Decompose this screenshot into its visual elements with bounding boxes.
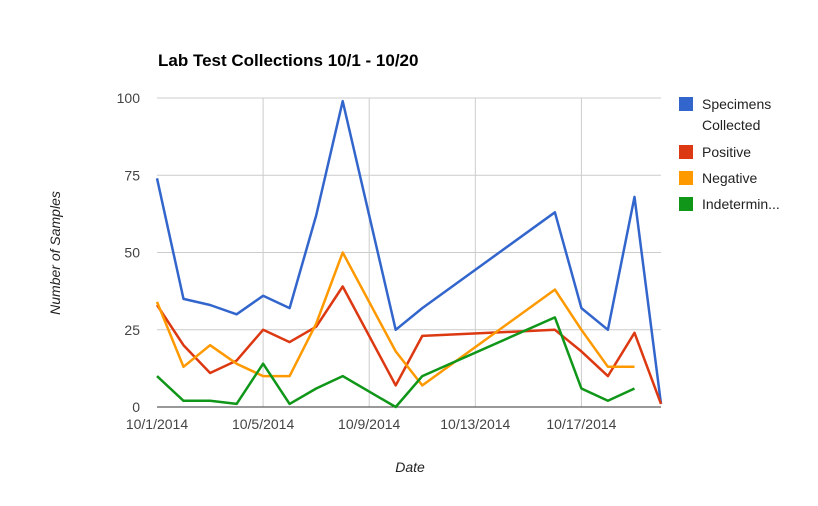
legend-swatch-positive [679,145,693,159]
legend: Specimens Collected Positive Negative Indete… [679,96,780,212]
y-axis-title: Number of Samples [47,191,63,315]
y-tick-label: 100 [117,90,141,106]
series-line-specimens-collected [155,99,663,405]
x-tick-label: 10/13/2014 [440,416,510,432]
legend-label-specimens-collected: Specimens Collected [702,96,771,133]
legend-swatch-negative [679,171,693,185]
series-line-positive [155,285,663,405]
series-line-negative [155,251,635,387]
x-tick-label: 10/17/2014 [546,416,616,432]
x-axis-ticks: 10/1/2014 10/5/2014 10/9/2014 10/13/2014 10/… [126,416,617,432]
legend-label-indetermin: Indetermin... [702,196,780,212]
y-tick-label: 25 [124,322,140,338]
legend-label-negative: Negative [702,170,757,186]
legend-swatch-indetermin [679,197,693,211]
chart-title: Lab Test Collections 10/1 - 10/20 [158,51,418,70]
series-lines [155,99,663,409]
x-axis-title: Date [395,459,425,475]
y-tick-label: 75 [124,167,140,183]
x-tick-label: 10/5/2014 [232,416,294,432]
y-axis-ticks: 0 25 50 75 100 [117,90,141,415]
y-tick-label: 50 [124,245,140,261]
x-tick-label: 10/1/2014 [126,416,188,432]
legend-swatch-specimens-collected [679,97,693,111]
legend-label-positive: Positive [702,144,751,160]
series-line-indetermin [156,316,636,409]
x-tick-label: 10/9/2014 [338,416,400,432]
y-tick-label: 0 [132,399,140,415]
gridlines [157,97,661,407]
